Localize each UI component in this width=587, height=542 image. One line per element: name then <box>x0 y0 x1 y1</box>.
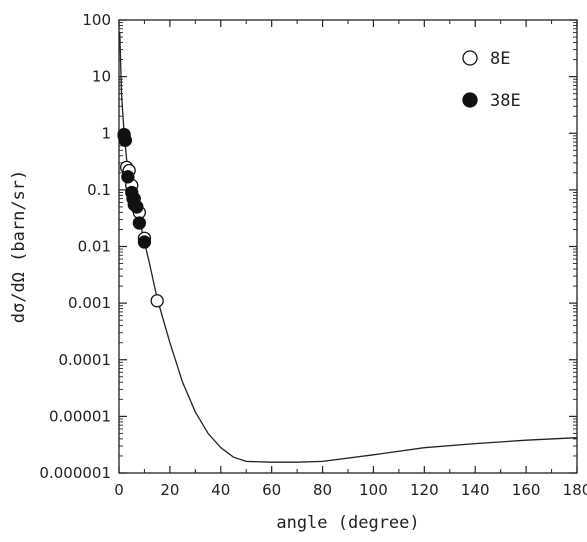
legend-label: 38E <box>490 91 521 111</box>
y-tick-label: 0.0001 <box>59 351 112 369</box>
legend: 8E 38E <box>462 49 521 111</box>
data-point-38e <box>130 200 144 214</box>
x-tick-label: 140 <box>461 481 490 499</box>
y-tick-label: 100 <box>82 11 111 29</box>
y-tick-label: 0.000001 <box>39 464 111 482</box>
y-tick-label: 1 <box>101 124 111 142</box>
legend-marker <box>462 92 478 108</box>
x-tick-label: 180 <box>563 481 587 499</box>
x-tick-label: 100 <box>359 481 388 499</box>
y-axis-label: dσ/dΩ (barn/sr) <box>9 170 29 324</box>
y-tick-label: 10 <box>92 68 111 86</box>
y-tick-label: 0.01 <box>78 238 111 256</box>
x-tick-label: 120 <box>410 481 439 499</box>
x-tick-label: 20 <box>160 481 179 499</box>
y-tick-label: 0.00001 <box>49 407 111 425</box>
x-axis-ticks: 0 20 40 60 80 100 120 140 160 180 <box>114 20 587 499</box>
data-point-38e <box>121 170 135 184</box>
x-tick-label: 60 <box>262 481 281 499</box>
x-tick-label: 0 <box>114 481 124 499</box>
data-point-38e <box>137 235 152 249</box>
y-tick-label: 0.1 <box>87 181 111 199</box>
x-tick-label: 160 <box>512 481 541 499</box>
plot-area-border <box>118 19 578 474</box>
x-tick-label: 80 <box>313 481 332 499</box>
data-point-8e <box>150 294 164 308</box>
y-tick-label: 0.001 <box>68 294 111 312</box>
data-point-38e <box>118 133 133 147</box>
plot-frame <box>118 19 578 474</box>
y-axis-ticks: 0.000001 0.00001 0.0001 0.001 0.01 0.1 1 10 100 <box>39 11 577 482</box>
legend-marker <box>462 50 478 66</box>
x-tick-label: 40 <box>211 481 230 499</box>
x-axis-label: angle (degree) <box>276 513 419 533</box>
data-point-38e <box>132 216 147 230</box>
data-points <box>117 127 164 308</box>
legend-label: 8E <box>490 49 510 69</box>
